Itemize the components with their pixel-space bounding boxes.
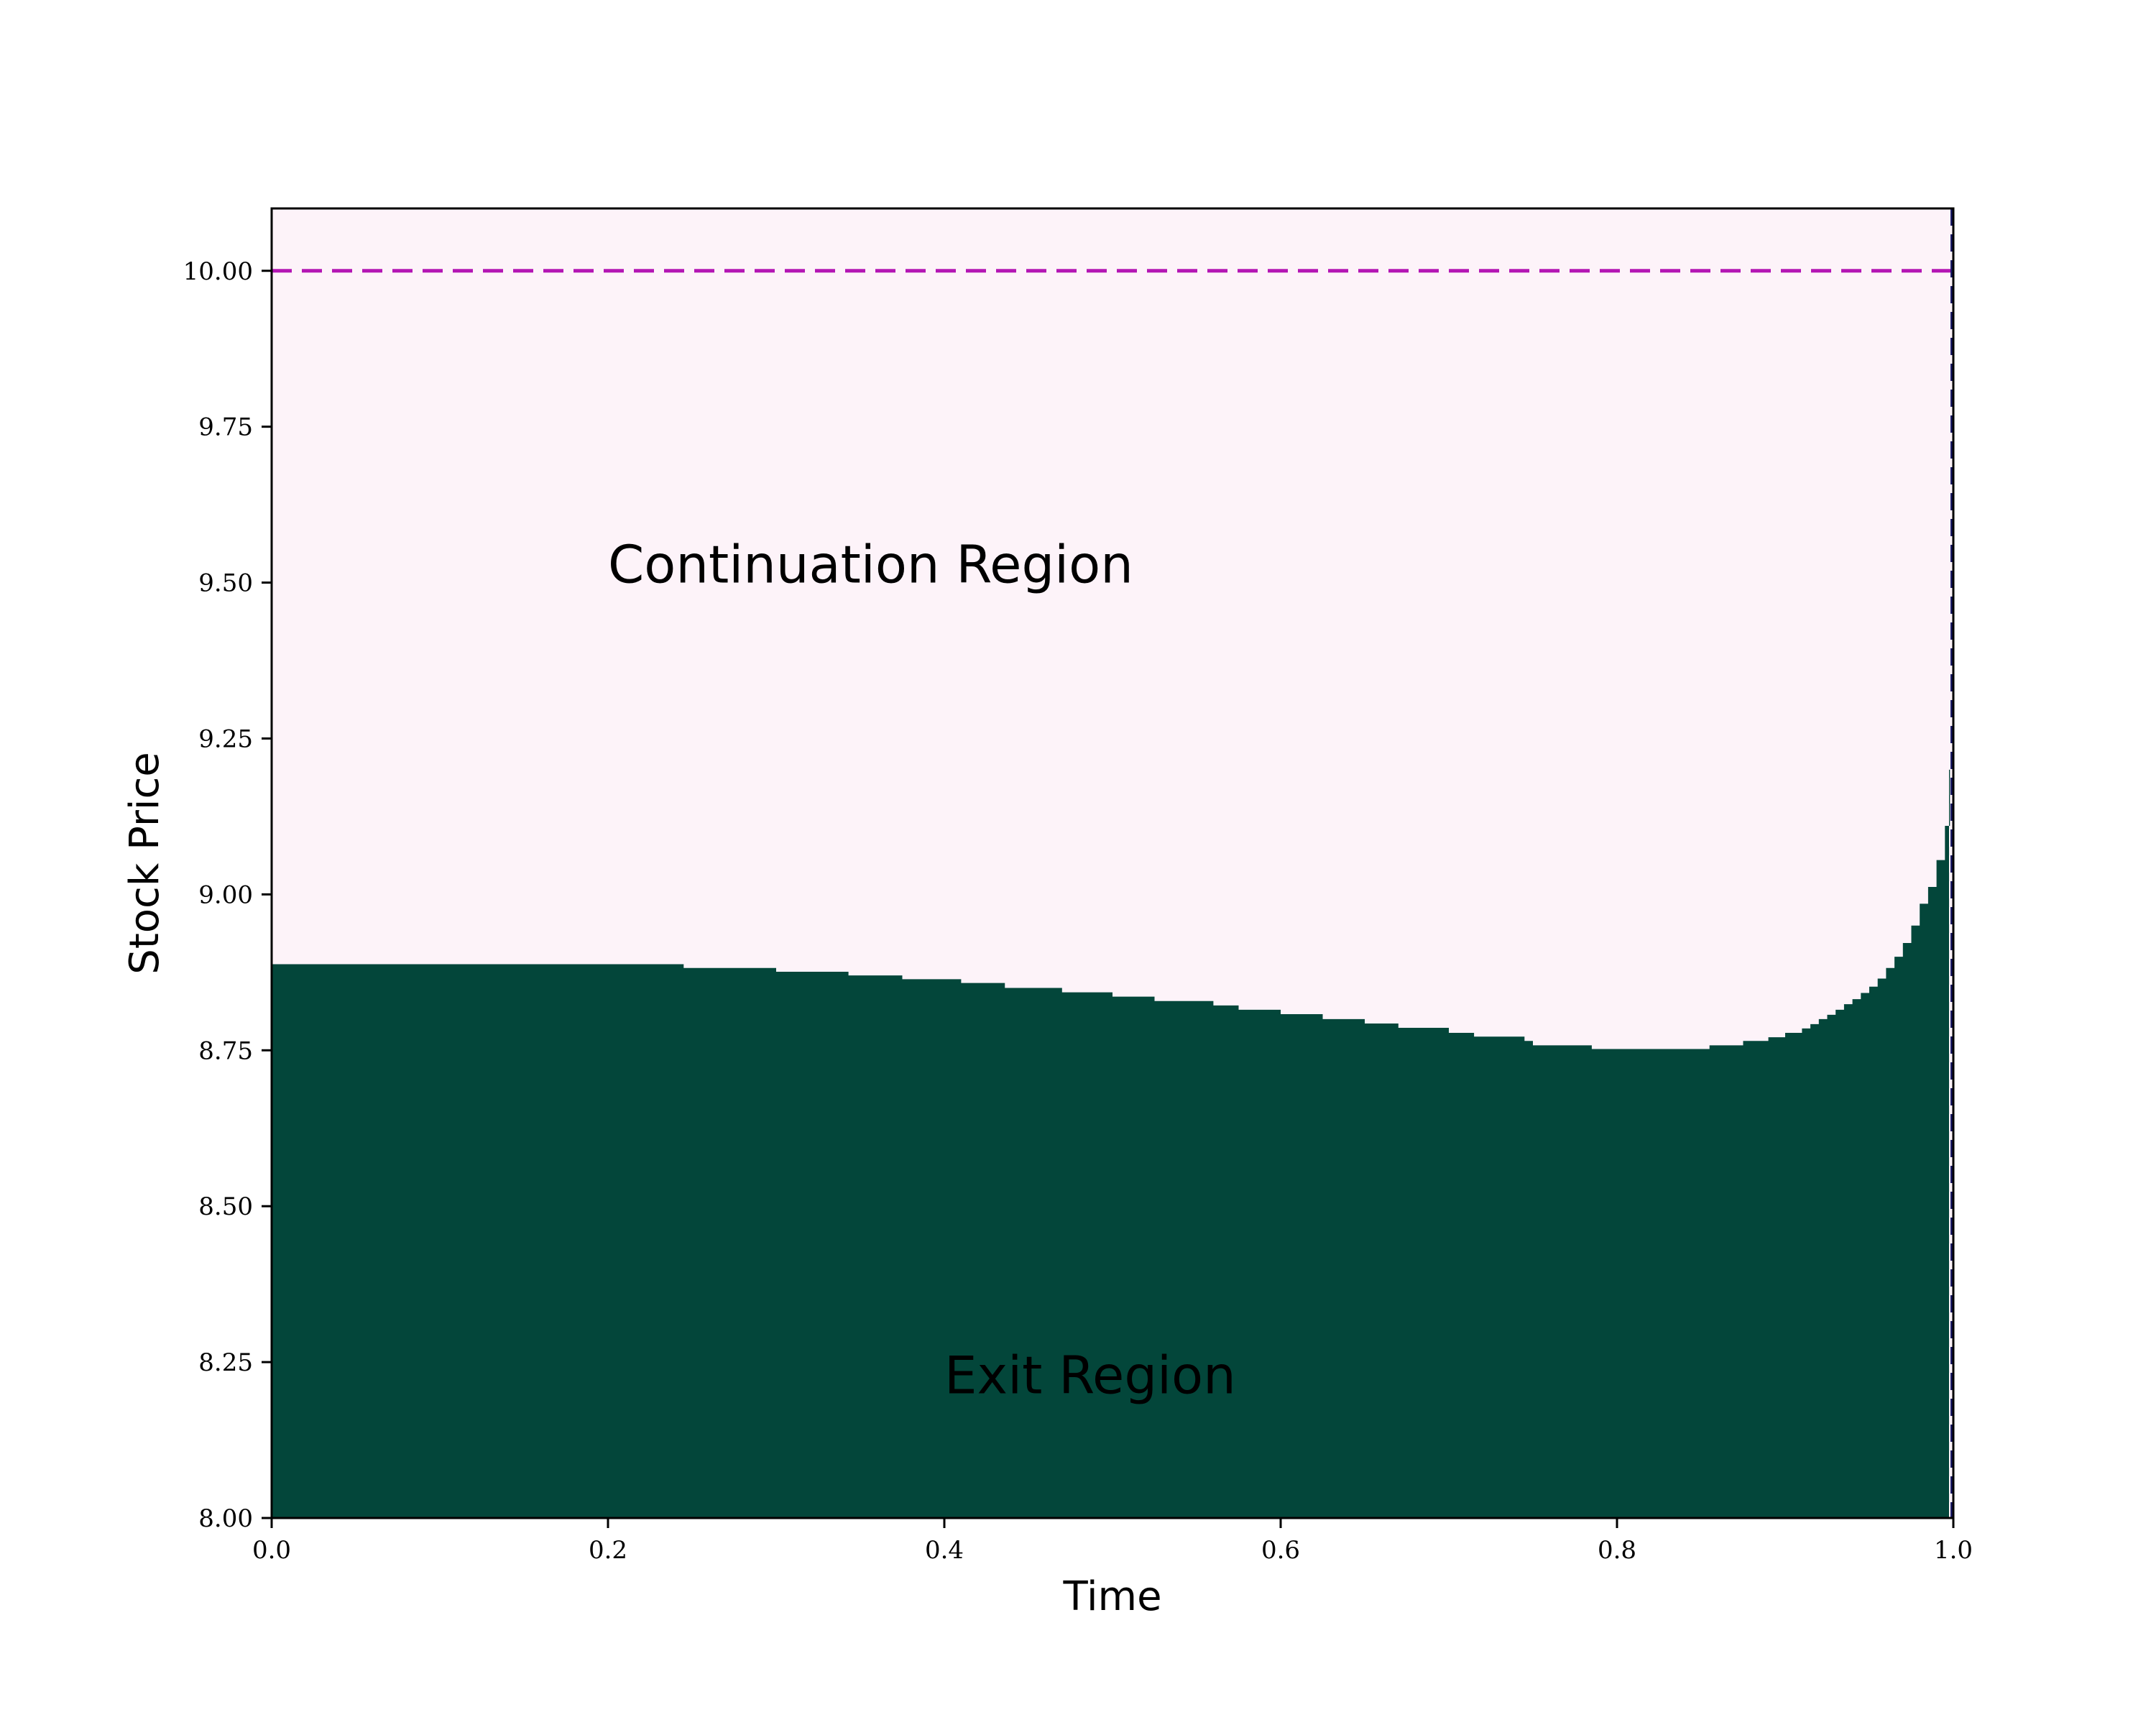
y-tick-label: 9.25: [198, 724, 253, 753]
y-tick-label: 8.75: [198, 1036, 253, 1065]
y-axis: 8.00 8.25 8.50 8.75 9.00 9.25 9.50 9.75 10.00: [183, 257, 272, 1533]
x-tick-label: 1.0: [1934, 1536, 1973, 1565]
x-tick-label: 0.6: [1261, 1536, 1300, 1565]
x-axis-label: Time: [1062, 1573, 1161, 1620]
y-tick-label: 9.00: [198, 880, 253, 909]
y-tick-label: 8.00: [198, 1504, 253, 1533]
x-axis: 0.0 0.2 0.4 0.6 0.8 1.0: [252, 1518, 1973, 1565]
y-tick-label: 10.00: [183, 257, 253, 286]
plot-frame: [270, 207, 1955, 1519]
y-tick-label: 9.75: [198, 413, 253, 442]
exit-region-label: Exit Region: [944, 1345, 1236, 1405]
x-tick-label: 0.2: [589, 1536, 627, 1565]
x-tick-label: 0.8: [1598, 1536, 1636, 1565]
y-tick-label: 8.50: [198, 1192, 253, 1221]
continuation-region-label: Continuation Region: [608, 535, 1133, 595]
x-tick-label: 0.0: [252, 1536, 291, 1565]
exit-region: [272, 769, 1950, 1518]
y-tick-label: 8.25: [198, 1348, 253, 1377]
y-axis-label: Stock Price: [121, 752, 168, 974]
y-tick-label: 9.50: [198, 569, 253, 598]
x-tick-label: 0.4: [925, 1536, 964, 1565]
